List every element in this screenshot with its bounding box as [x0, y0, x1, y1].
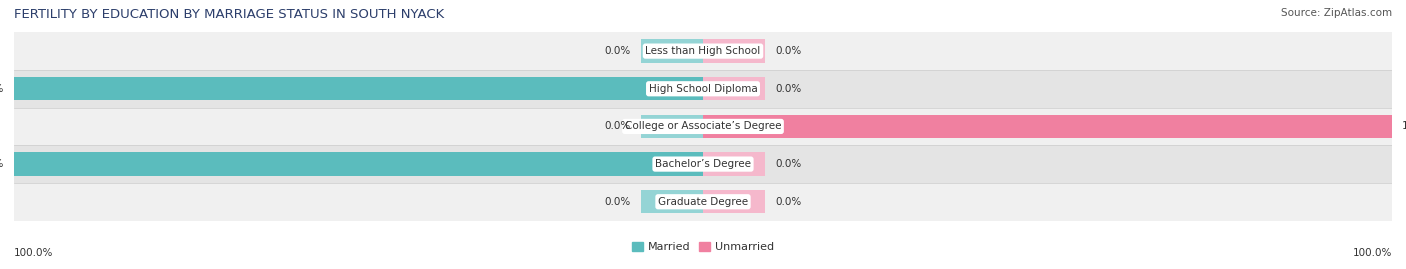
Text: FERTILITY BY EDUCATION BY MARRIAGE STATUS IN SOUTH NYACK: FERTILITY BY EDUCATION BY MARRIAGE STATU… [14, 8, 444, 21]
Bar [14, 145, 1392, 183]
Text: 0.0%: 0.0% [775, 84, 801, 94]
Text: 0.0%: 0.0% [775, 197, 801, 207]
Text: Source: ZipAtlas.com: Source: ZipAtlas.com [1281, 8, 1392, 18]
Text: Less than High School: Less than High School [645, 46, 761, 56]
Bar [703, 153, 765, 176]
Text: Bachelor’s Degree: Bachelor’s Degree [655, 159, 751, 169]
Bar [703, 115, 1392, 138]
Text: 0.0%: 0.0% [775, 46, 801, 56]
Bar [703, 40, 765, 63]
Bar [14, 32, 1392, 70]
Text: 100.0%: 100.0% [0, 84, 4, 94]
Legend: Married, Unmarried: Married, Unmarried [627, 237, 779, 256]
Bar [641, 115, 703, 138]
Text: 0.0%: 0.0% [775, 159, 801, 169]
Text: 0.0%: 0.0% [605, 121, 631, 132]
Bar [14, 183, 1392, 221]
Text: High School Diploma: High School Diploma [648, 84, 758, 94]
Bar [14, 77, 703, 100]
Text: Graduate Degree: Graduate Degree [658, 197, 748, 207]
Bar [641, 40, 703, 63]
Bar [641, 190, 703, 213]
Text: 0.0%: 0.0% [605, 46, 631, 56]
Text: College or Associate’s Degree: College or Associate’s Degree [624, 121, 782, 132]
Text: 100.0%: 100.0% [14, 248, 53, 258]
Bar [703, 77, 765, 100]
Text: 0.0%: 0.0% [605, 197, 631, 207]
Bar [703, 190, 765, 213]
Bar [14, 70, 1392, 108]
Text: 100.0%: 100.0% [1353, 248, 1392, 258]
Bar [14, 108, 1392, 145]
Text: 100.0%: 100.0% [1402, 121, 1406, 132]
Text: 100.0%: 100.0% [0, 159, 4, 169]
Bar [14, 153, 703, 176]
